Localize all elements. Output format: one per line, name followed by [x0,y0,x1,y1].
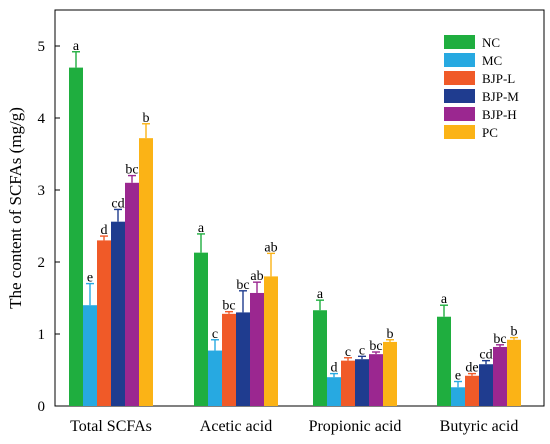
y-tick-label: 0 [38,399,46,415]
legend: NC MC BJP-L BJP-M BJP-H PC [444,35,519,140]
legend-swatch [444,89,475,103]
legend-label: MC [482,53,502,68]
significance-letter: c [212,327,218,342]
bar [313,310,327,406]
significance-letter: e [87,271,93,286]
category-label: Butyric acid [440,418,519,435]
bar [507,339,521,406]
significance-letter: bc [493,332,506,347]
y-tick-label: 4 [38,111,46,127]
bar [69,67,83,406]
significance-letter: ab [250,269,263,284]
y-axis: 0 1 2 3 4 5 [38,39,60,415]
significance-letter: cd [111,196,124,211]
significance-letter: a [317,287,324,302]
legend-label: BJP-M [482,89,519,104]
significance-letter: e [455,369,461,384]
y-tick-label: 3 [38,183,46,199]
bar [139,138,153,406]
legend-swatch [444,53,475,67]
legend-swatch [444,71,475,85]
bar [437,316,451,406]
bar [451,387,465,406]
significance-letter: bc [125,163,138,178]
significance-letter: c [359,343,365,358]
bar [341,360,355,406]
bar [125,182,139,406]
legend-swatch [444,35,475,49]
bar [327,377,341,406]
significance-letter: ab [264,240,277,255]
significance-letter: b [387,327,394,342]
bar [250,292,264,406]
legend-label: BJP-H [482,107,517,122]
bar [355,359,369,406]
significance-letter: a [441,292,448,307]
significance-letter: de [465,361,478,376]
legend-swatch [444,107,475,121]
bar [97,240,111,406]
significance-letter: bc [369,339,382,354]
legend-label: BJP-L [482,71,515,86]
bar [479,364,493,406]
category-labels: Total SCFAs Acetic acid Propionic acid Buty… [70,418,518,435]
significance-letter: d [331,361,338,376]
bar [222,313,236,406]
y-tick-label: 1 [38,327,46,343]
bar [208,350,222,406]
significance-letter: a [198,221,205,236]
significance-letter: b [511,325,518,340]
bar [83,305,97,406]
category-label: Propionic acid [309,418,402,435]
legend-swatch [444,125,475,139]
significance-letter: d [101,223,108,238]
significance-letter: a [73,39,80,54]
bar [383,341,397,406]
significance-letter: bc [236,278,249,293]
significance-letter: b [143,111,150,126]
significance-letter: c [345,345,351,360]
y-axis-title: The content of SCFAs (mg/g) [6,107,25,309]
y-tick-label: 5 [38,39,46,55]
category-label: Acetic acid [200,418,272,435]
significance-letter: bc [222,299,235,314]
bar [194,252,208,406]
bar [465,375,479,406]
bar [111,221,125,406]
category-label: Total SCFAs [70,418,152,435]
bar [236,312,250,406]
legend-label: NC [482,35,500,50]
plot-border [54,9,545,407]
legend-label: PC [482,125,498,140]
significance-letter: cd [479,348,492,363]
bar [493,346,507,406]
bar [264,276,278,406]
bar [369,354,383,406]
y-tick-label: 2 [38,255,46,271]
plot-frame [54,9,545,407]
